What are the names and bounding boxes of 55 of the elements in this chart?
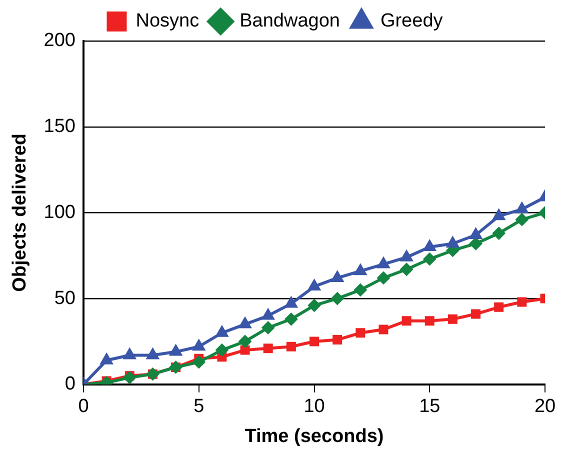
point [286,342,296,352]
point [469,228,482,240]
point [284,296,298,308]
legend-label: Bandwagon [240,10,340,32]
point [330,292,344,306]
x-tick-label: 10 [304,396,325,418]
y-tick-label: 100 [44,202,76,223]
point [262,308,275,320]
point [492,208,506,220]
point [330,270,344,282]
point [446,236,460,248]
point [448,314,458,324]
point [262,321,275,334]
x-tick-label: 0 [78,396,89,418]
point [423,240,436,252]
point [308,298,321,312]
point [494,302,504,312]
point [356,328,366,338]
point [354,283,367,296]
legend-label: Greedy [380,10,444,32]
x-axis-title: Time (seconds) [244,426,384,447]
point [400,262,414,276]
x-tick-label: 5 [194,396,204,418]
point [376,256,390,268]
x-tick-label: 15 [419,396,440,418]
point [332,335,342,344]
point [402,316,412,326]
point [240,345,250,355]
point [400,250,414,262]
x-tick-label: 20 [534,396,556,418]
point [263,344,273,354]
point [284,312,298,326]
point [469,237,482,250]
y-axis-title: Objects delivered [10,133,31,292]
point [376,271,390,284]
point [123,371,136,384]
point [308,279,321,291]
point [238,334,252,348]
y-tick-label: 0 [64,374,76,395]
point [310,336,319,346]
y-tick-label: 200 [44,30,76,52]
point [378,324,388,334]
point [192,356,206,369]
legend-label: Nosync [136,10,200,32]
point [354,264,367,276]
point [423,252,436,266]
point [517,297,527,307]
point [424,316,434,326]
y-tick-label: 150 [44,116,76,138]
point [492,226,506,240]
point [515,213,528,226]
point [515,202,528,214]
point [471,309,481,319]
point [215,344,228,357]
y-tick-label: 50 [54,288,76,309]
